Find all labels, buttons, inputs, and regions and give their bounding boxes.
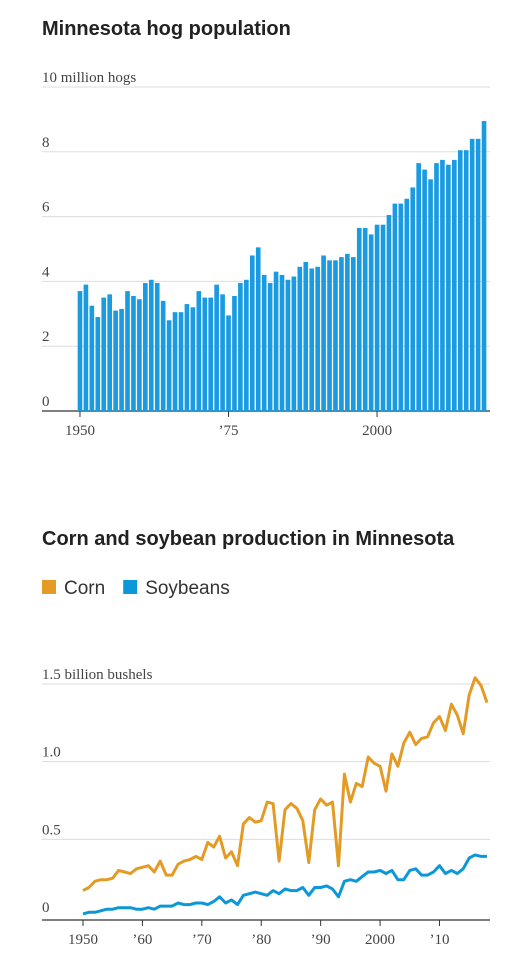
x-tick-label: ’10 — [429, 932, 449, 948]
bar — [77, 291, 83, 411]
bar — [190, 307, 196, 411]
bar — [125, 291, 130, 411]
bar — [226, 315, 231, 411]
legend-swatch — [42, 580, 56, 594]
y-tick-label: 4 — [42, 264, 50, 280]
line — [82, 676, 489, 892]
bar — [350, 257, 356, 411]
bar — [95, 317, 101, 411]
x-tick-label: ’60 — [132, 932, 152, 948]
bar — [321, 255, 326, 411]
bar — [279, 274, 285, 411]
chart-title: Minnesota hog population — [42, 18, 291, 40]
y-tick-label: 0 — [42, 394, 50, 410]
x-tick-label: ’70 — [192, 932, 212, 948]
legend-label: Soybeans — [145, 578, 230, 599]
bar — [452, 159, 457, 411]
bar — [172, 312, 178, 411]
bar — [220, 294, 225, 411]
x-tick-label: 1950 — [65, 423, 95, 439]
bar — [255, 247, 261, 411]
bar — [273, 271, 279, 411]
y-tick-label: 10 million hogs — [42, 70, 136, 86]
bar — [380, 224, 386, 411]
bar — [386, 214, 392, 411]
y-tick-label: 6 — [42, 200, 50, 216]
y-tick-label: 0.5 — [42, 822, 61, 838]
x-tick-label: ’90 — [311, 932, 331, 948]
bar — [428, 179, 433, 411]
bar — [148, 279, 154, 411]
x-tick-label: 1950 — [68, 932, 98, 948]
bar — [89, 305, 95, 411]
bar — [184, 304, 190, 411]
x-tick-label: ’75 — [219, 423, 239, 439]
x-tick-label: 2000 — [365, 932, 395, 948]
bar — [446, 164, 451, 411]
legend-label: Corn — [64, 578, 105, 599]
bar — [404, 198, 410, 411]
legend-swatch — [123, 580, 138, 594]
bar — [315, 266, 320, 411]
bar — [303, 261, 309, 411]
bar — [83, 284, 89, 411]
bar — [345, 253, 350, 411]
bar — [285, 279, 291, 411]
bar — [457, 150, 463, 411]
bar — [374, 224, 380, 411]
bar — [362, 227, 368, 411]
bar — [475, 138, 481, 411]
chart-title: Corn and soybean production in Minnesota — [42, 528, 455, 550]
y-tick-label: 8 — [42, 135, 50, 151]
bar — [160, 300, 166, 411]
bar — [368, 234, 374, 411]
bar — [481, 121, 487, 412]
bar — [208, 297, 214, 411]
bar — [356, 227, 362, 411]
line — [82, 853, 487, 916]
bar — [238, 283, 243, 411]
bar — [178, 312, 184, 411]
bar — [143, 283, 148, 411]
bar — [131, 295, 136, 411]
y-tick-label: 1.0 — [42, 745, 61, 761]
bar — [333, 260, 338, 411]
bar — [202, 297, 208, 411]
bar — [463, 150, 469, 411]
y-tick-label: 2 — [42, 329, 50, 345]
y-tick-label: 0 — [42, 900, 50, 916]
bar — [232, 295, 237, 411]
bar — [267, 283, 273, 411]
bar — [291, 276, 297, 411]
bar — [309, 268, 315, 411]
x-tick-label: 2000 — [362, 423, 392, 439]
bar — [416, 163, 421, 411]
bar — [297, 266, 303, 411]
bar — [469, 138, 475, 411]
bar — [101, 297, 107, 411]
bar — [154, 283, 160, 411]
bar — [107, 294, 112, 411]
bar — [137, 299, 142, 411]
bar — [196, 291, 202, 411]
bar — [327, 260, 332, 411]
x-tick-label: ’80 — [251, 932, 271, 948]
bar — [119, 308, 124, 411]
bar — [166, 320, 172, 411]
bar — [440, 159, 445, 411]
bar — [261, 274, 267, 411]
bar — [410, 187, 416, 411]
bar — [422, 169, 427, 411]
bar — [214, 284, 219, 411]
bar — [244, 279, 249, 411]
bar — [339, 257, 344, 411]
bar — [398, 203, 404, 411]
bar — [434, 163, 439, 411]
bar — [113, 310, 118, 411]
bar — [392, 203, 398, 411]
bar — [249, 255, 255, 411]
y-tick-label: 1.5 billion bushels — [42, 667, 153, 683]
